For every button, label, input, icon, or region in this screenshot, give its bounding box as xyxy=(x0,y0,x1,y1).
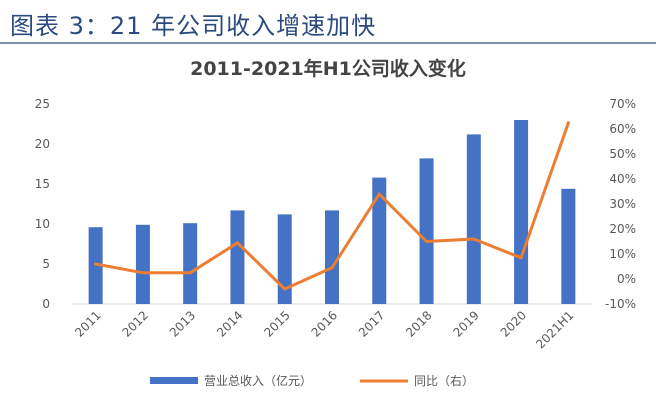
right-tick-label: 10% xyxy=(609,247,636,261)
revenue-chart: 2011-2021年H1公司收入变化 0 5 10 15 20 25 -10% 0% 10% 2… xyxy=(35,57,636,388)
revenue-bar xyxy=(88,227,103,304)
growth-point xyxy=(141,271,145,275)
right-tick-label: 0% xyxy=(617,272,636,286)
revenue-bar xyxy=(514,120,529,304)
right-tick-label: 30% xyxy=(609,197,636,211)
revenue-bar xyxy=(561,188,576,304)
revenue-bar xyxy=(419,158,434,304)
growth-point xyxy=(519,256,523,260)
left-tick-label: 5 xyxy=(42,257,50,271)
growth-point xyxy=(566,121,570,125)
chart-title: 2011-2021年H1公司收入变化 xyxy=(190,57,466,80)
right-tick-label: 20% xyxy=(609,222,636,236)
figure-header: 图表 3：21 年公司收入增速加快 xyxy=(0,0,656,44)
left-y-axis: 0 5 10 15 20 25 xyxy=(35,97,50,311)
revenue-bar xyxy=(325,210,339,304)
right-tick-label: 50% xyxy=(609,147,636,161)
x-tick-label: 2013 xyxy=(167,308,198,339)
growth-point xyxy=(283,287,287,291)
growth-point xyxy=(235,241,239,245)
left-tick-label: 25 xyxy=(35,97,50,111)
right-tick-label: -10% xyxy=(605,297,636,311)
revenue-bar xyxy=(230,210,245,304)
right-tick-label: 40% xyxy=(609,172,636,186)
x-tick-label: 2019 xyxy=(450,308,481,339)
right-tick-label: 60% xyxy=(609,122,636,136)
growth-point xyxy=(330,266,334,270)
legend: 营业总收入（亿元） 同比（右） xyxy=(150,373,474,388)
revenue-bar xyxy=(466,134,481,304)
growth-point xyxy=(377,192,381,196)
revenue-bars xyxy=(88,120,576,304)
x-tick-label: 2018 xyxy=(403,308,434,339)
x-axis-ticks: 2011 2012 2013 2014 2015 2016 2017 2018 2019 2020… xyxy=(72,308,576,351)
revenue-bar xyxy=(277,214,292,304)
left-tick-label: 0 xyxy=(42,297,50,311)
x-tick-label: 2015 xyxy=(261,308,292,339)
x-tick-label: 2014 xyxy=(214,308,245,339)
growth-point xyxy=(472,237,476,241)
growth-point xyxy=(425,240,429,243)
left-tick-label: 15 xyxy=(35,177,50,191)
legend-bar-label: 营业总收入（亿元） xyxy=(204,373,312,388)
figure-title: 图表 3：21 年公司收入增速加快 xyxy=(10,12,377,40)
legend-line-label: 同比（右） xyxy=(414,373,474,388)
x-tick-label: 2017 xyxy=(356,308,387,339)
left-tick-label: 20 xyxy=(35,137,50,151)
x-tick-label: 2021H1 xyxy=(533,308,576,351)
growth-point xyxy=(94,262,98,266)
left-tick-label: 10 xyxy=(35,217,50,231)
revenue-bar xyxy=(183,223,198,304)
x-tick-label: 2020 xyxy=(498,308,529,339)
revenue-bar xyxy=(135,224,150,304)
right-tick-label: 70% xyxy=(609,97,636,111)
revenue-bar xyxy=(372,177,387,304)
legend-bar-swatch xyxy=(150,377,198,384)
x-tick-label: 2016 xyxy=(309,308,340,339)
growth-point xyxy=(188,271,192,275)
right-y-axis: -10% 0% 10% 20% 30% 40% 50% 60% 70% xyxy=(605,97,636,311)
x-tick-label: 2012 xyxy=(120,308,151,339)
x-tick-label: 2011 xyxy=(72,308,103,339)
growth-line-series xyxy=(94,121,570,291)
